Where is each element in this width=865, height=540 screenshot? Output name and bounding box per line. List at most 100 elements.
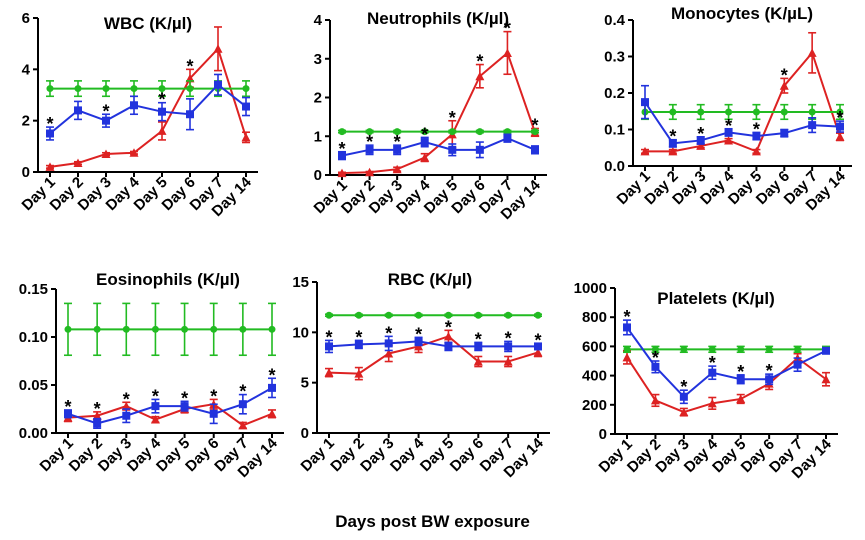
y-tick-label: 0.4	[604, 12, 626, 29]
data-point	[623, 323, 631, 332]
significance-star: *	[239, 382, 246, 402]
data-point	[697, 108, 705, 116]
data-point	[623, 345, 631, 353]
data-point	[808, 121, 817, 130]
data-point	[780, 129, 789, 138]
data-point	[130, 85, 138, 93]
significance-star: *	[445, 317, 452, 337]
series-red	[640, 31, 845, 156]
data-point	[150, 415, 160, 424]
data-point	[354, 369, 364, 378]
series-line	[49, 46, 247, 168]
y-tick-label: 3	[314, 51, 322, 68]
data-point	[93, 419, 102, 428]
series-line	[626, 326, 827, 399]
data-point	[74, 85, 82, 93]
data-point	[242, 102, 250, 111]
data-point	[679, 392, 688, 401]
data-point	[794, 345, 802, 353]
data-point	[238, 400, 247, 409]
data-point	[474, 311, 482, 319]
data-point	[186, 85, 194, 93]
data-point	[651, 345, 659, 353]
significance-star: *	[385, 323, 392, 343]
series-line	[626, 356, 827, 414]
data-point	[474, 342, 483, 351]
y-tick-label: 600	[582, 338, 607, 355]
x-tick-label: Day 2	[327, 435, 367, 475]
data-point	[325, 342, 333, 351]
series-line	[644, 101, 841, 145]
data-point	[752, 132, 761, 141]
data-point	[724, 135, 734, 145]
significance-star: *	[338, 139, 345, 159]
significance-star: *	[158, 90, 165, 110]
data-point	[650, 395, 660, 405]
chart-title: WBC (K/µl)	[104, 14, 192, 33]
data-point	[122, 325, 130, 333]
data-point	[355, 311, 363, 319]
significance-star: *	[46, 114, 53, 134]
data-point	[668, 146, 678, 156]
y-tick-label: 2	[314, 90, 322, 107]
data-point	[267, 409, 277, 418]
data-point	[242, 85, 250, 93]
data-point	[534, 342, 542, 351]
data-point	[696, 141, 706, 150]
y-tick-label: 0	[22, 164, 30, 181]
data-point	[503, 128, 511, 136]
series-blue	[46, 73, 250, 141]
significance-star: *	[725, 116, 732, 136]
y-tick-label: 0.05	[19, 377, 48, 394]
data-point	[181, 325, 189, 333]
data-point	[835, 132, 845, 141]
data-point	[725, 108, 733, 116]
significance-star: *	[325, 327, 332, 347]
data-point	[180, 402, 189, 411]
significance-star: *	[476, 52, 483, 72]
data-point	[64, 325, 72, 333]
y-tick-label: 2	[22, 113, 30, 130]
data-point	[476, 128, 484, 136]
data-point	[209, 409, 218, 418]
data-point	[475, 145, 484, 154]
data-point	[93, 325, 101, 333]
y-tick-label: 0	[599, 426, 607, 443]
data-point	[122, 411, 131, 420]
significance-star: *	[737, 362, 744, 382]
significance-star: *	[709, 353, 716, 373]
data-point	[151, 325, 159, 333]
y-tick-label: 1	[314, 128, 322, 145]
series-green	[623, 345, 830, 354]
data-point	[241, 132, 251, 142]
data-point	[444, 311, 452, 319]
series-red	[63, 398, 277, 430]
data-point	[504, 311, 512, 319]
significance-star: *	[186, 56, 193, 76]
significance-star: *	[366, 132, 373, 152]
y-tick-label: 800	[582, 309, 607, 326]
series-blue	[325, 335, 542, 354]
significance-star: *	[64, 397, 71, 417]
y-tick-label: 1000	[574, 280, 607, 297]
data-point	[443, 331, 453, 341]
y-tick-label: 10	[292, 324, 309, 341]
significance-star: *	[534, 330, 541, 350]
data-point	[415, 311, 423, 319]
data-point	[46, 129, 54, 138]
data-point	[130, 101, 138, 110]
data-point	[420, 153, 430, 162]
y-tick-label: 0.0	[604, 158, 625, 175]
significance-star: *	[181, 388, 188, 408]
data-point	[821, 374, 831, 384]
data-point	[473, 357, 483, 366]
data-point	[74, 106, 82, 115]
data-point	[46, 85, 54, 93]
data-point	[338, 128, 346, 136]
series-blue	[641, 84, 844, 148]
